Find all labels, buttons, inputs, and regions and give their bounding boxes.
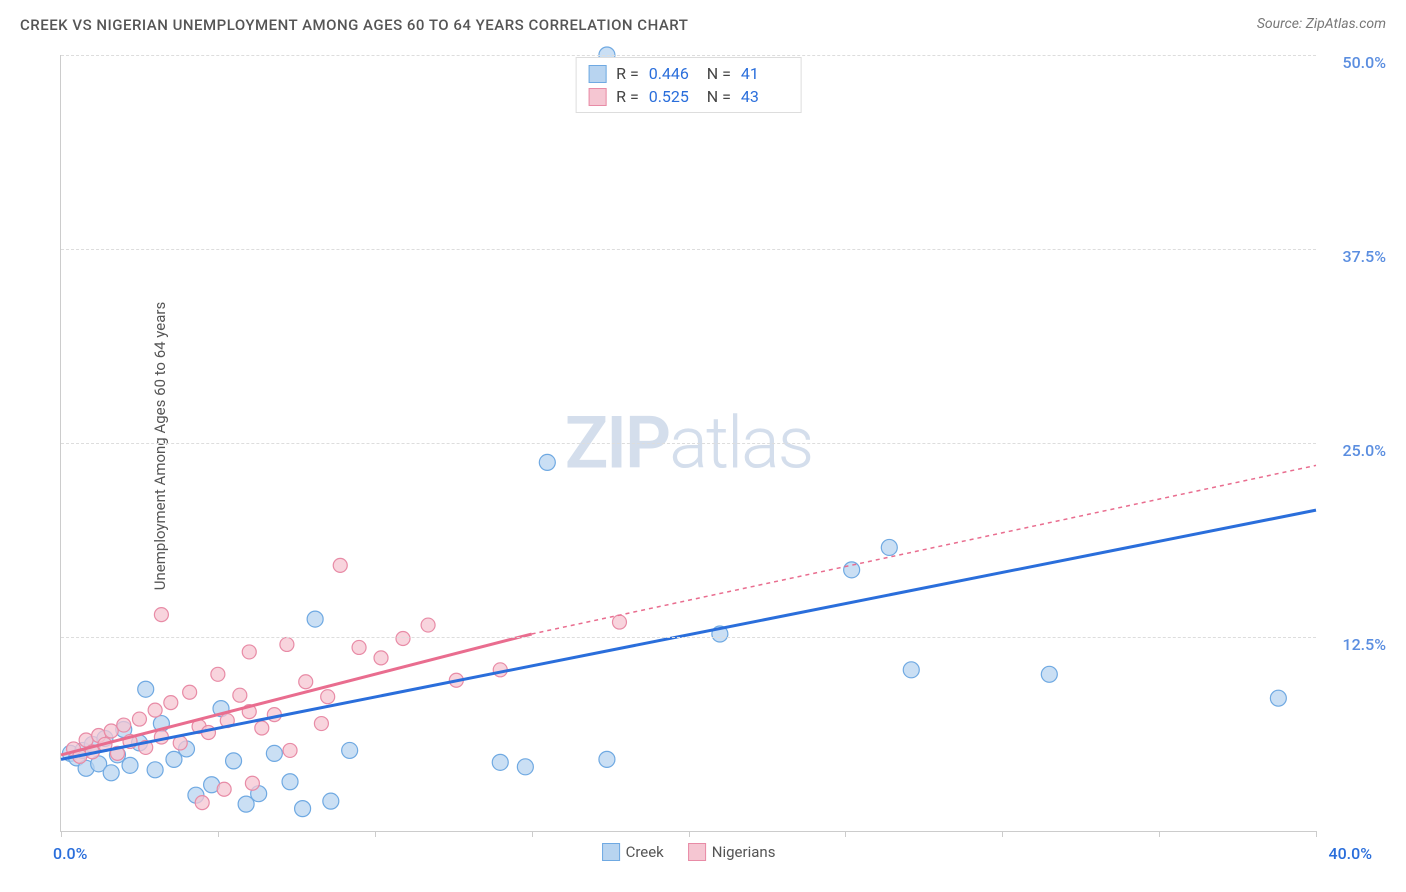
data-point — [245, 776, 259, 790]
legend-swatch — [688, 843, 706, 861]
legend-r-value: 0.525 — [649, 87, 697, 106]
data-point — [492, 754, 508, 770]
trend-line-extrapolated — [532, 465, 1316, 634]
legend-n-label: N = — [707, 87, 731, 106]
data-point — [421, 618, 435, 632]
y-tick-label: 25.0% — [1342, 441, 1386, 460]
chart-title: CREEK VS NIGERIAN UNEMPLOYMENT AMONG AGE… — [20, 16, 688, 34]
x-tick — [1159, 831, 1160, 837]
data-point — [307, 611, 323, 627]
data-point — [103, 765, 119, 781]
legend-r-value: 0.446 — [649, 64, 697, 83]
legend-n-value: 43 — [741, 87, 789, 106]
data-point — [352, 640, 366, 654]
data-point — [226, 753, 242, 769]
gridline — [61, 443, 1316, 444]
series-legend: Creek Nigerians — [602, 843, 776, 861]
data-point — [539, 454, 555, 470]
data-point — [323, 793, 339, 809]
data-point — [154, 608, 168, 622]
correlation-legend: R = 0.446 N = 41 R = 0.525 N = 43 — [575, 57, 802, 113]
legend-swatch — [602, 843, 620, 861]
x-min-label: 0.0% — [53, 844, 87, 863]
data-point — [233, 688, 247, 702]
data-point — [266, 745, 282, 761]
series-name: Creek — [626, 843, 664, 861]
data-point — [374, 651, 388, 665]
gridline — [61, 249, 1316, 250]
legend-swatch — [588, 65, 606, 83]
y-tick-label: 37.5% — [1342, 247, 1386, 266]
data-point — [122, 757, 138, 773]
gridline — [61, 55, 1316, 56]
x-tick — [532, 831, 533, 837]
data-point — [104, 724, 118, 738]
x-tick — [689, 831, 690, 837]
data-point — [903, 662, 919, 678]
data-point — [283, 743, 297, 757]
legend-n-label: N = — [707, 64, 731, 83]
gridline — [61, 637, 1316, 638]
data-point — [138, 681, 154, 697]
series-legend-item: Nigerians — [688, 843, 776, 861]
data-point — [333, 558, 347, 572]
data-point — [147, 762, 163, 778]
legend-r-label: R = — [616, 87, 639, 106]
x-max-label: 40.0% — [1328, 844, 1372, 863]
data-point — [132, 712, 146, 726]
data-point — [164, 696, 178, 710]
data-point — [321, 690, 335, 704]
data-point — [1041, 666, 1057, 682]
x-tick — [1002, 831, 1003, 837]
series-name: Nigerians — [712, 843, 776, 861]
data-point — [183, 685, 197, 699]
data-point — [612, 615, 626, 629]
x-tick — [375, 831, 376, 837]
legend-r-label: R = — [616, 64, 639, 83]
data-point — [396, 631, 410, 645]
data-point — [195, 796, 209, 810]
data-point — [295, 801, 311, 817]
x-tick — [218, 831, 219, 837]
source-attribution: Source: ZipAtlas.com — [1257, 16, 1386, 32]
y-tick-label: 12.5% — [1342, 635, 1386, 654]
data-point — [280, 637, 294, 651]
chart-container: CREEK VS NIGERIAN UNEMPLOYMENT AMONG AGE… — [0, 0, 1406, 892]
x-tick — [1316, 831, 1317, 837]
data-point — [299, 675, 313, 689]
series-legend-item: Creek — [602, 843, 664, 861]
trend-line — [61, 634, 532, 755]
x-tick — [845, 831, 846, 837]
y-tick-label: 50.0% — [1342, 53, 1386, 72]
data-point — [1270, 690, 1286, 706]
data-point — [342, 742, 358, 758]
x-tick — [61, 831, 62, 837]
data-point — [211, 667, 225, 681]
data-point — [217, 782, 231, 796]
data-point — [148, 703, 162, 717]
trend-line — [61, 510, 1316, 759]
data-point — [599, 751, 615, 767]
data-point — [314, 717, 328, 731]
legend-row: R = 0.446 N = 41 — [588, 62, 789, 85]
data-point — [517, 759, 533, 775]
legend-n-value: 41 — [741, 64, 789, 83]
data-point — [117, 718, 131, 732]
data-point — [881, 539, 897, 555]
legend-swatch — [588, 88, 606, 106]
data-point — [242, 645, 256, 659]
data-point — [282, 774, 298, 790]
data-point — [844, 562, 860, 578]
legend-row: R = 0.525 N = 43 — [588, 85, 789, 108]
plot-area: ZIPatlas R = 0.446N = 41R = 0.525N = 43 … — [60, 55, 1316, 832]
data-point — [255, 721, 269, 735]
